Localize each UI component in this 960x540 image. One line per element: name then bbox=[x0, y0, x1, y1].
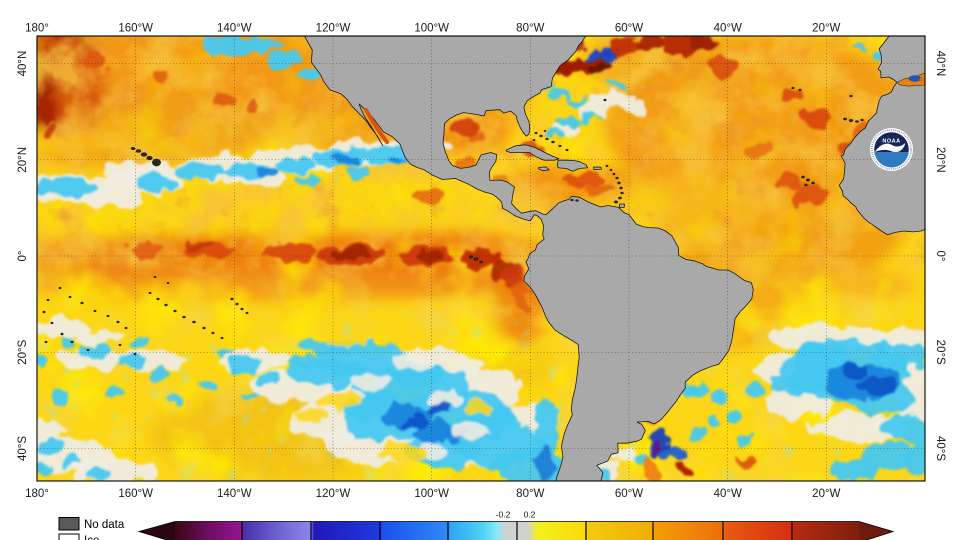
svg-text:40°S: 40°S bbox=[934, 436, 946, 461]
svg-text:No data: No data bbox=[84, 519, 125, 531]
svg-text:40°S: 40°S bbox=[17, 436, 29, 461]
svg-text:20°W: 20°W bbox=[812, 488, 840, 500]
svg-text:140°W: 140°W bbox=[217, 488, 252, 500]
svg-text:140°W: 140°W bbox=[217, 23, 252, 35]
svg-text:100°W: 100°W bbox=[414, 23, 449, 35]
svg-text:40°N: 40°N bbox=[17, 51, 29, 77]
svg-text:40°W: 40°W bbox=[714, 488, 742, 500]
svg-text:Ice: Ice bbox=[84, 535, 99, 540]
svg-text:160°W: 160°W bbox=[118, 23, 153, 35]
svg-text:0°: 0° bbox=[17, 251, 29, 262]
svg-text:60°W: 60°W bbox=[615, 23, 643, 35]
svg-text:20°N: 20°N bbox=[934, 147, 946, 173]
svg-text:120°W: 120°W bbox=[316, 488, 351, 500]
svg-text:20°S: 20°S bbox=[934, 340, 946, 365]
svg-text:160°W: 160°W bbox=[118, 488, 153, 500]
svg-text:60°W: 60°W bbox=[615, 488, 643, 500]
svg-text:20°S: 20°S bbox=[17, 339, 29, 364]
svg-text:0.2: 0.2 bbox=[524, 510, 536, 520]
svg-text:40°W: 40°W bbox=[714, 23, 742, 35]
svg-text:NOAA: NOAA bbox=[882, 139, 900, 145]
svg-text:0°: 0° bbox=[934, 251, 946, 262]
svg-text:100°W: 100°W bbox=[414, 488, 449, 500]
svg-text:-0.2: -0.2 bbox=[496, 510, 511, 520]
svg-text:20°N: 20°N bbox=[17, 147, 29, 173]
svg-text:40°N: 40°N bbox=[934, 51, 946, 77]
svg-text:80°W: 80°W bbox=[516, 488, 544, 500]
svg-text:120°W: 120°W bbox=[316, 23, 351, 35]
svg-text:180°: 180° bbox=[25, 23, 49, 35]
svg-text:20°W: 20°W bbox=[812, 23, 840, 35]
svg-text:180°: 180° bbox=[25, 488, 49, 500]
svg-text:80°W: 80°W bbox=[516, 23, 544, 35]
